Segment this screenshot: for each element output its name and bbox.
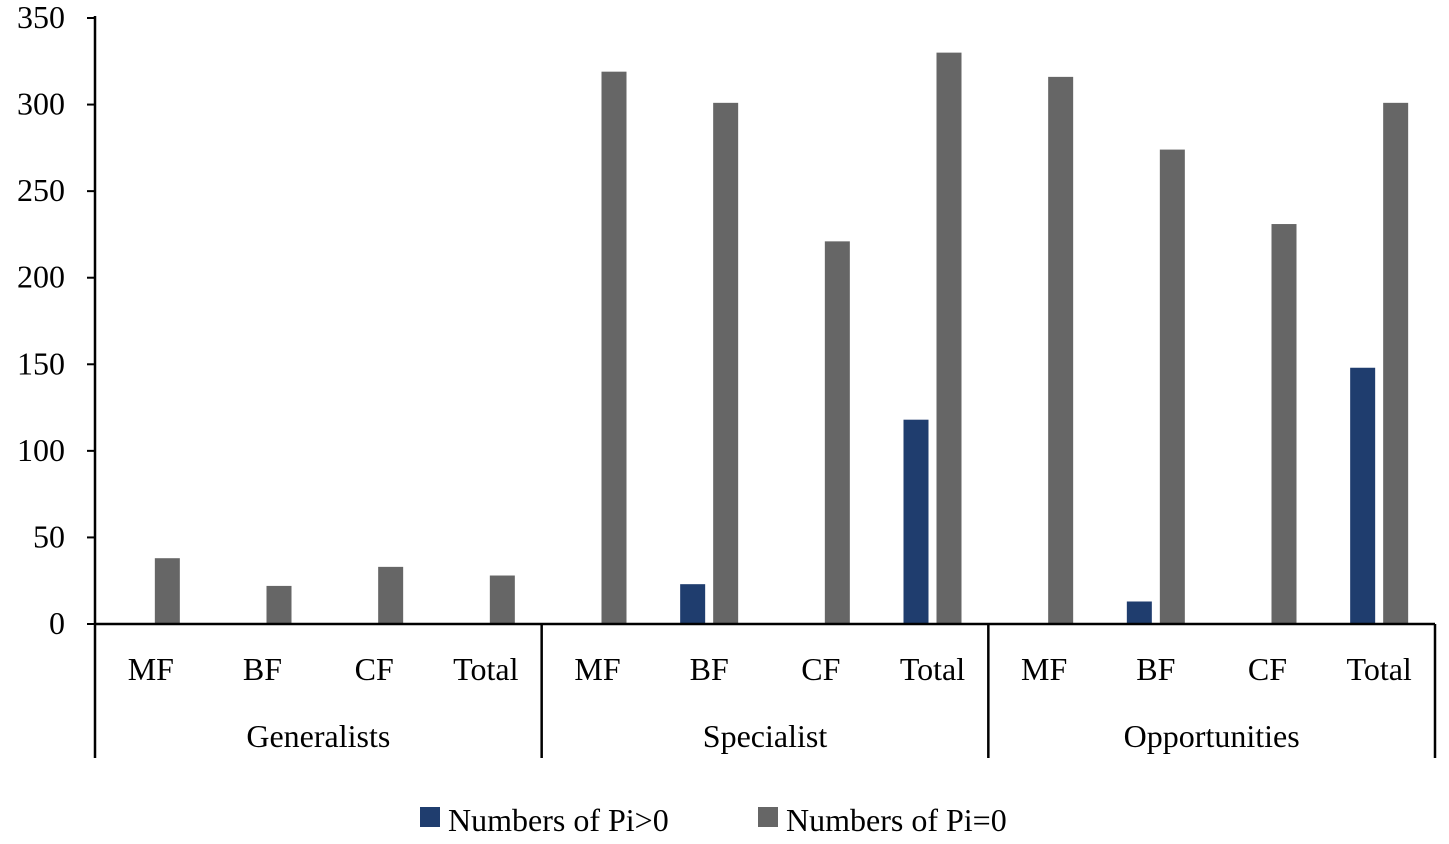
group-label: Opportunities [1124, 718, 1300, 754]
category-label: BF [243, 651, 282, 687]
category-label: CF [355, 651, 394, 687]
bar-pi-zero [1271, 224, 1297, 625]
group-label: Generalists [246, 718, 390, 754]
bar-pi-zero [266, 585, 292, 624]
bar-pi-zero [1048, 76, 1074, 624]
y-tick-label: 300 [17, 86, 65, 122]
y-tick-label: 350 [17, 0, 65, 35]
bar-pi-zero [936, 52, 962, 625]
category-labels: MF BF CF Total MF BF CF Total MF BF CF Total [128, 651, 1412, 687]
bar-pi-zero [713, 102, 739, 625]
category-label: CF [1248, 651, 1287, 687]
category-label: BF [690, 651, 729, 687]
legend-swatch [758, 807, 778, 827]
legend-swatch [420, 807, 440, 827]
axes [93, 16, 1437, 758]
category-label: MF [128, 651, 174, 687]
legend-label: Numbers of Pi=0 [786, 802, 1007, 838]
bar-pi-zero [1159, 149, 1185, 625]
bar-pi-positive [903, 419, 929, 624]
bar-pi-positive [1126, 601, 1152, 624]
bar-pi-zero [154, 558, 180, 624]
y-axis-ticks: 0 50 100 150 200 250 300 350 [17, 0, 95, 641]
bar-pi-zero [601, 71, 627, 624]
category-label: BF [1136, 651, 1175, 687]
y-tick-label: 50 [33, 518, 65, 554]
group-label: Specialist [703, 718, 828, 754]
bar-pi-zero [378, 566, 404, 624]
y-tick-label: 200 [17, 259, 65, 295]
category-label: Total [453, 651, 518, 687]
group-labels: Generalists Specialist Opportunities [246, 718, 1299, 754]
bar-pi-zero [489, 575, 515, 624]
category-label: MF [574, 651, 620, 687]
legend-label: Numbers of Pi>0 [448, 802, 669, 838]
bar-pi-positive [680, 584, 706, 624]
bar-pi-zero [1383, 102, 1409, 625]
category-label: Total [1347, 651, 1412, 687]
y-tick-label: 150 [17, 345, 65, 381]
bars [154, 52, 1409, 625]
y-tick-label: 250 [17, 172, 65, 208]
bar-pi-zero [824, 241, 850, 624]
category-label: MF [1021, 651, 1067, 687]
y-tick-label: 0 [49, 605, 65, 641]
category-label: CF [801, 651, 840, 687]
legend: Numbers of Pi>0 Numbers of Pi=0 [420, 802, 1007, 838]
category-label: Total [900, 651, 965, 687]
bar-pi-positive [1350, 367, 1376, 624]
y-tick-label: 100 [17, 432, 65, 468]
